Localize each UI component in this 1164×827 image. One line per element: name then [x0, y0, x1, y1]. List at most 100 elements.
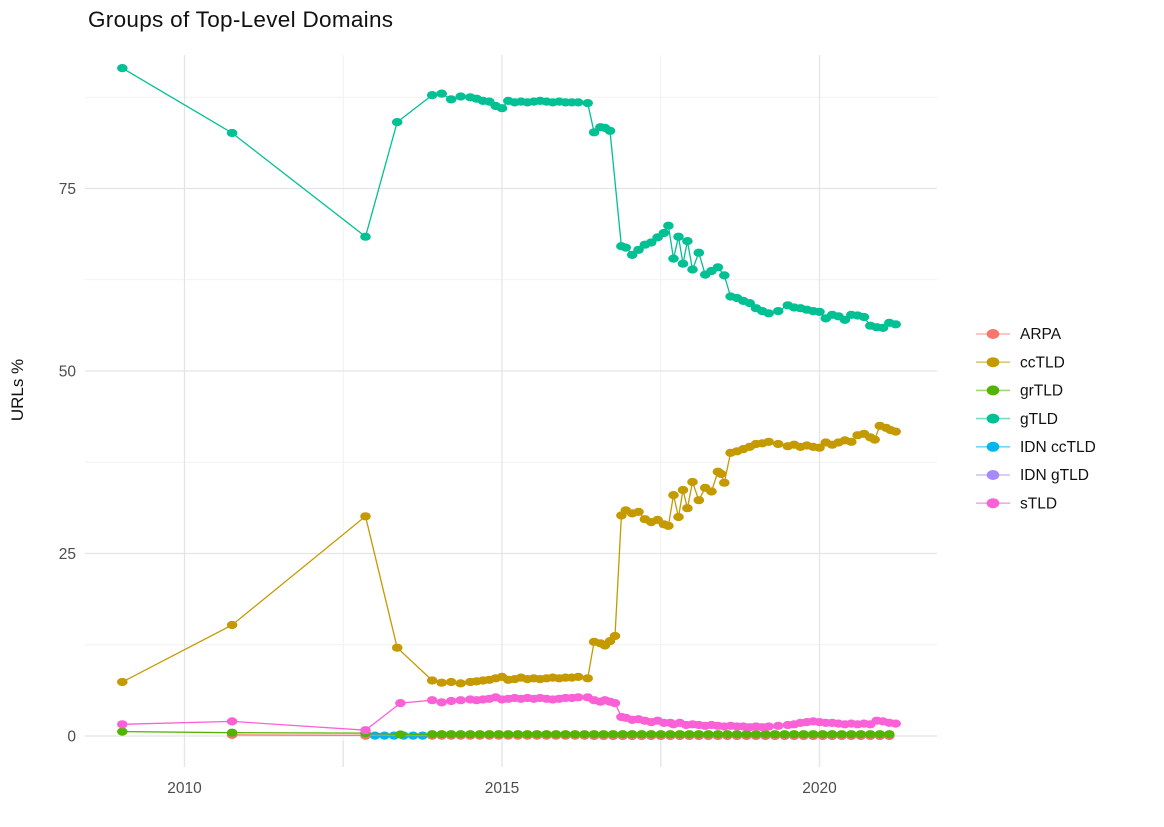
- data-point: [426, 676, 438, 685]
- gridlines: [85, 55, 937, 741]
- legend-key-dot: [986, 385, 1000, 396]
- data-point: [731, 730, 743, 739]
- data-point: [541, 730, 552, 739]
- data-point: [360, 726, 371, 735]
- data-point: [598, 730, 609, 739]
- data-point: [658, 228, 670, 238]
- x-tick-label: 2010: [167, 780, 202, 797]
- data-point: [604, 126, 616, 135]
- data-point: [617, 730, 628, 739]
- legend-item-grtld: grTLD: [976, 383, 1063, 400]
- data-point: [788, 730, 800, 739]
- series-cctld: [117, 421, 901, 688]
- data-point: [360, 232, 371, 241]
- data-point: [117, 64, 128, 73]
- data-point: [673, 512, 684, 522]
- data-point: [455, 696, 467, 705]
- series-stld: [117, 693, 901, 735]
- legend-label: gTLD: [1020, 411, 1058, 428]
- data-point: [395, 730, 406, 739]
- data-point: [560, 730, 571, 739]
- data-point: [858, 312, 870, 322]
- data-point: [426, 91, 438, 100]
- data-point: [572, 693, 584, 702]
- data-point: [703, 730, 714, 739]
- legend-item-idn-gtld: IDN gTLD: [976, 467, 1089, 484]
- x-tick-label: 2015: [485, 780, 519, 797]
- data-point: [668, 491, 679, 500]
- data-point: [226, 728, 238, 737]
- data-point: [226, 620, 238, 630]
- legend-key-dot: [986, 357, 1000, 368]
- data-point: [798, 730, 809, 739]
- data-point: [890, 427, 901, 436]
- legend-label: sTLD: [1020, 495, 1057, 512]
- data-point: [865, 730, 876, 739]
- data-point: [496, 104, 508, 113]
- chart-title: Groups of Top-Level Domains: [88, 7, 393, 32]
- data-point: [744, 299, 755, 308]
- data-point: [712, 263, 724, 272]
- data-point: [445, 677, 457, 687]
- data-point: [817, 730, 828, 739]
- data-point: [772, 307, 784, 316]
- y-tick-label: 75: [59, 181, 76, 198]
- data-point: [503, 730, 514, 739]
- data-point: [668, 254, 679, 263]
- legend-key-dot: [986, 441, 1000, 452]
- data-point: [677, 485, 689, 495]
- data-point: [674, 730, 686, 739]
- data-point: [493, 730, 505, 739]
- legend-label: ccTLD: [1020, 354, 1065, 371]
- data-point: [426, 730, 438, 739]
- data-point: [484, 730, 495, 739]
- data-point: [693, 496, 705, 505]
- data-point: [673, 232, 684, 241]
- data-point: [445, 95, 457, 104]
- data-point: [117, 727, 128, 736]
- data-point: [772, 721, 784, 730]
- legend-item-idn-cctld: IDN ccTLD: [976, 439, 1096, 456]
- series-line: [121, 67, 896, 329]
- data-series: [117, 64, 901, 741]
- data-point: [550, 730, 562, 739]
- data-point: [769, 730, 781, 739]
- data-point: [645, 730, 657, 739]
- data-point: [655, 730, 667, 739]
- data-point: [391, 643, 403, 652]
- data-point: [633, 245, 644, 254]
- legend-key-dot: [986, 329, 1000, 339]
- data-point: [572, 98, 584, 107]
- data-point: [455, 679, 467, 688]
- x-tick-labels: 2010 2015 2020: [167, 780, 837, 797]
- y-tick-labels: 0 25 50 75: [59, 181, 77, 746]
- data-point: [395, 699, 406, 708]
- data-point: [360, 512, 371, 521]
- legend-label: IDN ccTLD: [1020, 439, 1096, 456]
- data-point: [512, 730, 524, 739]
- data-point: [633, 507, 644, 516]
- data-point: [663, 521, 674, 530]
- data-point: [750, 730, 762, 739]
- data-point: [760, 730, 771, 739]
- data-point: [436, 698, 448, 707]
- data-point: [741, 730, 752, 739]
- y-axis-title: URLs %: [8, 359, 27, 421]
- data-point: [869, 435, 880, 444]
- series-gtld: [117, 64, 901, 332]
- data-point: [226, 717, 238, 726]
- data-point: [474, 730, 486, 739]
- y-tick-label: 0: [67, 729, 76, 746]
- data-point: [582, 674, 593, 683]
- data-point: [391, 118, 403, 127]
- axis-tick-marks: [183, 741, 821, 767]
- data-point: [890, 320, 901, 329]
- data-point: [693, 248, 705, 257]
- x-tick-label: 2020: [802, 780, 837, 797]
- y-tick-label: 50: [59, 364, 77, 381]
- data-point: [455, 730, 467, 739]
- data-point: [445, 696, 457, 706]
- legend-item-stld: sTLD: [976, 495, 1057, 512]
